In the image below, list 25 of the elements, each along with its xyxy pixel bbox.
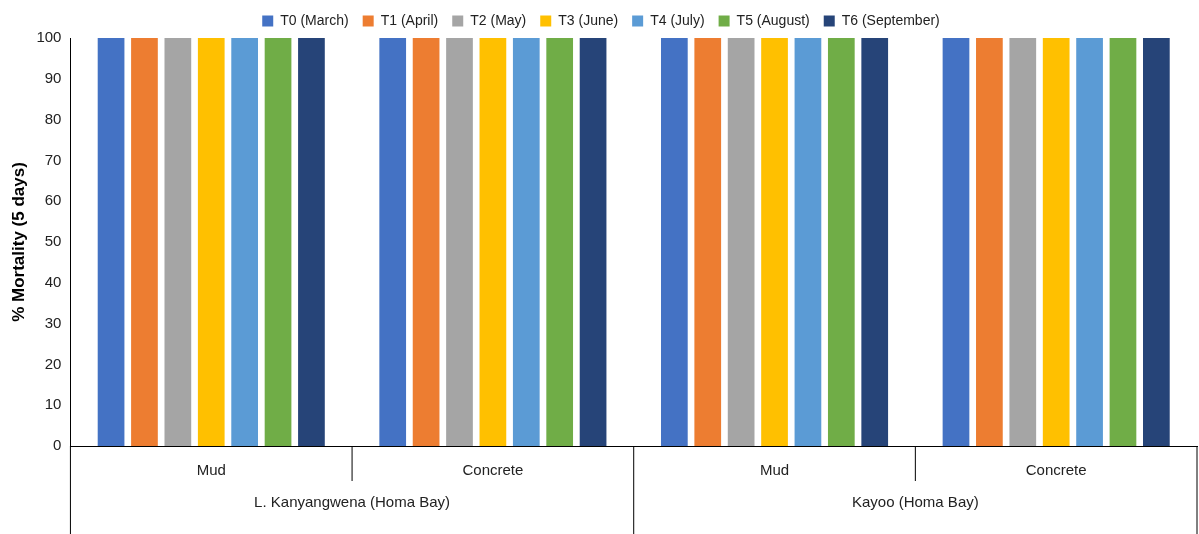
- y-tick-label: 80: [44, 109, 62, 127]
- y-tick-label: 20: [44, 354, 62, 372]
- legend-label: T5 (August): [736, 11, 810, 28]
- legend-label: T3 (June): [558, 11, 619, 28]
- y-tick-label: 0: [53, 436, 62, 454]
- text: Kayoo (Homa Bay): [852, 493, 979, 511]
- y-tick-label: 90: [44, 68, 62, 86]
- y-tick-label: 100: [36, 28, 62, 46]
- y-tick-label: 50: [44, 232, 62, 250]
- y-tick-label: 30: [44, 313, 62, 331]
- legend-label: T4 (July): [650, 11, 705, 28]
- legend-label: T1 (April): [380, 11, 439, 28]
- legend-label: T0 (March): [280, 11, 349, 28]
- legend-label: T2 (May): [470, 11, 527, 28]
- x-tick-label: Concrete: [1025, 461, 1087, 479]
- y-tick-label: 70: [44, 150, 62, 168]
- y-tick-label: 10: [44, 395, 62, 413]
- text: L. Kanyangwena (Homa Bay): [254, 493, 451, 511]
- y-axis-title: % Mortality (5 days): [8, 162, 28, 322]
- x-tick-label: Mud: [759, 461, 790, 479]
- x-tick-label: Concrete: [462, 461, 524, 479]
- legend-label: T6 (September): [841, 11, 940, 28]
- y-tick-label: 60: [44, 191, 62, 209]
- y-tick-label: 40: [44, 272, 62, 290]
- x-tick-label: Mud: [196, 461, 226, 479]
